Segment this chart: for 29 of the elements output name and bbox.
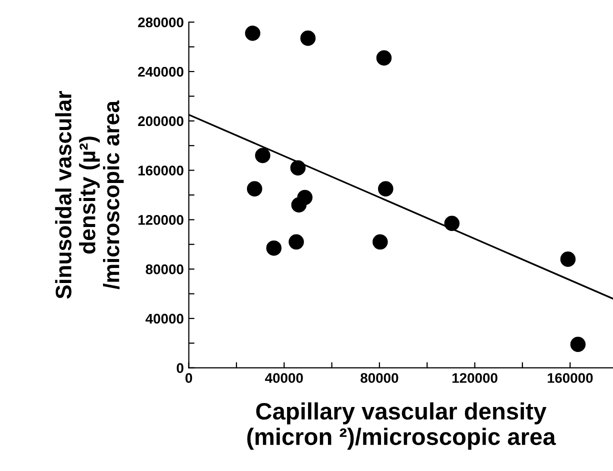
point (378, 181, 394, 196)
point (444, 216, 460, 232)
point (560, 252, 576, 267)
point (300, 30, 316, 46)
point (246, 181, 262, 196)
point (372, 234, 388, 250)
point (290, 160, 306, 176)
y-tick-label: 0 (176, 363, 184, 374)
y-tick-label: 200000 (138, 116, 184, 126)
x-tick-label: 160000 (548, 373, 593, 383)
y-axis-title: Sinusoidal vascular density (µ²) /microscopic area (55, 90, 124, 299)
point (266, 240, 282, 256)
point (245, 26, 260, 41)
y-tick-label: 280000 (138, 17, 184, 28)
y-tick-label: 160000 (138, 166, 184, 176)
x-tick-label: 120000 (452, 373, 498, 383)
point (288, 234, 304, 250)
y-tick-label: 80000 (146, 264, 184, 274)
x-axis-title: Capillary vascular density (micron ²)/microscopic area (247, 402, 556, 450)
point (376, 50, 392, 66)
point (291, 197, 307, 213)
y-tick-label: 120000 (138, 215, 184, 225)
x-tick-label: 40000 (265, 373, 303, 383)
point (570, 336, 586, 352)
x-tick-label: 80000 (360, 373, 398, 383)
point (255, 148, 270, 164)
x-tick-label: 0 (185, 373, 192, 383)
y-tick-label: 40000 (146, 314, 184, 324)
y-tick-label: 240000 (138, 66, 184, 77)
